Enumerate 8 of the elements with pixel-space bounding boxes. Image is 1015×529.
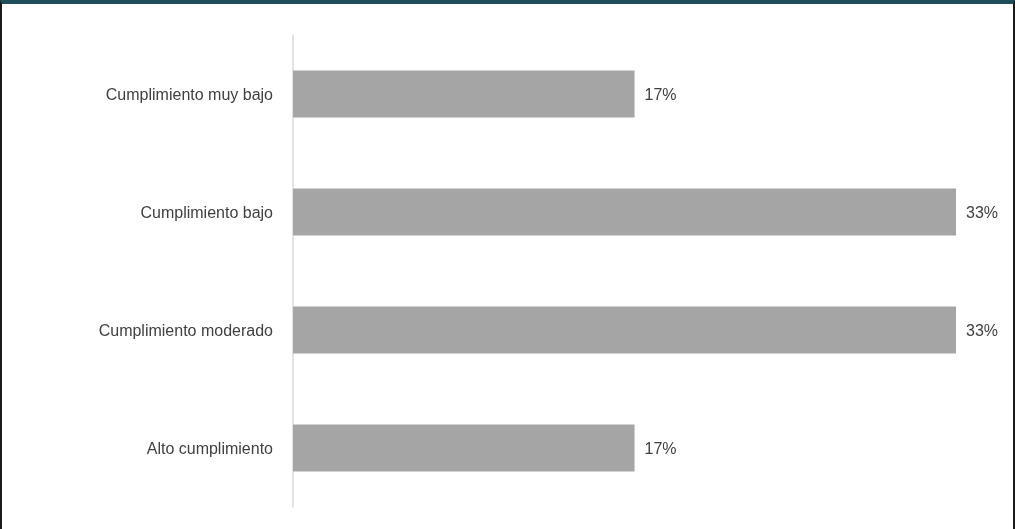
y-tick-label: Cumplimiento moderado bbox=[98, 321, 274, 339]
y-tick-label: Cumplimiento muy bajo bbox=[105, 85, 274, 103]
y-tick-label: Cumplimiento bajo bbox=[140, 203, 274, 221]
data-label: 17% bbox=[644, 439, 677, 457]
data-label: 33% bbox=[966, 203, 999, 221]
data-label: 17% bbox=[644, 85, 677, 103]
y-tick-label: Alto cumplimiento bbox=[146, 439, 274, 457]
data-label: 33% bbox=[966, 321, 999, 339]
